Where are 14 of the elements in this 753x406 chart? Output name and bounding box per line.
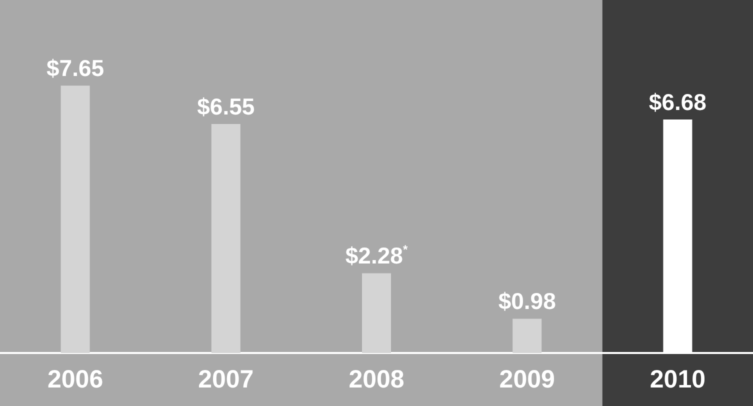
x-tick-label: 2009 [499,366,555,394]
x-tick-label: 2010 [650,366,706,394]
data-label: $2.28* [345,242,408,268]
x-tick-label: 2006 [47,366,104,394]
data-label: $0.98 [498,288,556,314]
bar [60,86,90,353]
bar [362,273,391,353]
data-label: $6.68 [648,88,707,115]
data-label: $7.65 [46,55,104,82]
bar [512,318,542,353]
x-tick-label: 2008 [348,366,404,394]
x-tick-label: 2007 [198,366,254,394]
data-label: $6.55 [197,94,255,120]
bar [211,124,240,353]
